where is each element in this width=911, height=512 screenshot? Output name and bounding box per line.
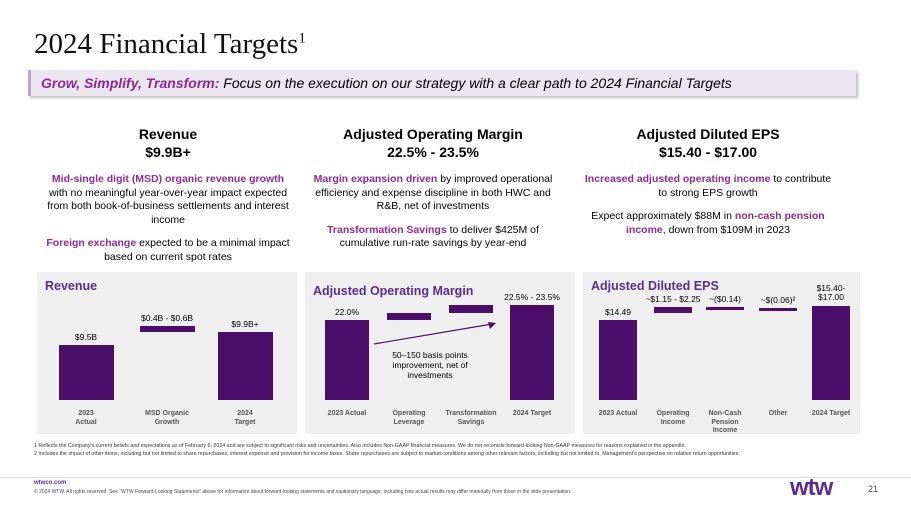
footer-site: wtwco.com	[34, 480, 67, 486]
logo: wtw	[790, 474, 833, 501]
paragraph: Mid-single digit (MSD) organic revenue g…	[43, 173, 293, 227]
bar	[217, 332, 273, 400]
text-segment: to contribute to strong EPS growth	[658, 173, 832, 199]
bar	[325, 320, 369, 400]
text-segment: Margin expansion driven	[313, 173, 438, 185]
bar-label: 22.0%	[334, 307, 360, 317]
text-segment: , down from $109M in 2023	[662, 223, 790, 236]
text-segment: Increased adjusted operating income	[584, 173, 771, 185]
category-label: 2024 Target	[512, 410, 552, 417]
category-label: Non-Cash Pension Income	[708, 410, 742, 434]
column-heading: Adjusted Diluted EPS $15.40 - $17.00	[583, 125, 833, 161]
bar-label: ~$(0.06)²	[760, 294, 796, 305]
text-segment: to deliver $425M of cumulative run-rate …	[339, 223, 539, 250]
paragraph: Margin expansion driven by improved oper…	[308, 173, 558, 214]
column-heading: Adjusted Operating Margin 22.5% - 23.5%	[308, 125, 558, 161]
column-heading: Revenue $9.9B+	[43, 125, 293, 161]
category-label: 2023 Actual	[327, 410, 367, 417]
text-segment: with no meaningful year-over-year impact…	[47, 186, 289, 226]
page-number: 21	[868, 484, 879, 494]
category-label: Operating Leverage	[392, 410, 426, 426]
title-sup: 1	[298, 30, 306, 47]
column: Adjusted Diluted EPS $15.40 - $17.00 Incre…	[583, 125, 833, 247]
bar	[387, 313, 431, 320]
annotation-arrow	[373, 322, 496, 345]
bar	[654, 307, 692, 314]
heading: Adjusted Operating Margin	[343, 126, 523, 142]
text-segment: Expect approximately $88M in	[591, 210, 735, 222]
bar	[599, 319, 637, 400]
heading-value: $9.9B+	[145, 144, 191, 160]
footnote: 2 Includes the impact of other items, in…	[34, 451, 740, 457]
text-segment: expected to be a minimal impact based on…	[104, 237, 290, 263]
bar	[759, 307, 797, 311]
text-segment: non-cash pension income	[625, 210, 825, 236]
category-label: 2024 Target	[234, 410, 256, 426]
category-label: Other	[768, 410, 788, 417]
category-label: 2024 Target	[811, 410, 851, 417]
bar-label: ~$1.15 - $2.25	[645, 294, 701, 304]
bar-label: $0.4B - $0.6B	[141, 312, 193, 323]
bar-label: ~($0.14)	[709, 294, 741, 304]
bar-label: $15.40- $17.00	[816, 282, 846, 302]
paragraph: Increased adjusted operating income to c…	[583, 173, 833, 200]
column: Revenue $9.9B+ Mid-single digit (MSD) orga…	[43, 125, 293, 274]
footnote: 1 Reflects the Company's current beliefs…	[34, 443, 686, 449]
chart-title: Adjusted Diluted EPS	[591, 279, 719, 293]
heading: Revenue	[138, 126, 198, 142]
chart-title: Adjusted Operating Margin	[313, 284, 474, 298]
bar	[706, 307, 744, 310]
bar	[510, 305, 554, 400]
bar-label: $9.5B	[74, 332, 98, 343]
banner-lead: Grow, Simplify, Transform:	[41, 75, 220, 91]
text-segment: by improved operational efficiency and e…	[315, 173, 553, 212]
banner: Grow, Simplify, Transform: Focus on the …	[28, 70, 856, 96]
text-segment: Foreign exchange	[46, 237, 137, 249]
bar	[449, 305, 493, 313]
bar	[812, 305, 850, 400]
paragraph: Foreign exchange expected to be a minima…	[43, 237, 293, 264]
column: Adjusted Operating Margin 22.5% - 23.5% Ma…	[308, 125, 558, 261]
text-segment: Mid-single digit (MSD) organic revenue g…	[51, 173, 285, 185]
chart-title: Revenue	[45, 279, 98, 293]
bar-label: $9.9B+	[231, 319, 259, 330]
annotation: 50–150 basis points improvement, net of …	[392, 350, 468, 380]
banner-text: Focus on the execution on our strategy w…	[219, 75, 732, 91]
bar	[139, 325, 195, 333]
bar-label: 22.5% - 23.5%	[504, 292, 560, 302]
category-label: Transformation Savings	[445, 410, 497, 426]
text-segment: Transformation Savings	[327, 223, 447, 236]
title-text: 2024 Financial Targets	[34, 28, 299, 60]
paragraph: Transformation Savings to deliver $425M …	[308, 224, 558, 251]
bar-label: $14.49	[605, 306, 631, 317]
heading-value: $15.40 - $17.00	[658, 144, 758, 160]
category-label: 2023 Actual	[598, 410, 638, 417]
category-label: 2023 Actual	[75, 410, 97, 426]
heading: Adjusted Diluted EPS	[636, 126, 780, 142]
paragraph: Expect approximately $88M in non-cash pe…	[583, 210, 833, 237]
footer-rule	[0, 477, 911, 478]
category-label: MSD Organic Growth	[145, 410, 189, 426]
bar	[58, 345, 114, 400]
category-label: Operating Income	[656, 410, 690, 426]
copyright: © 2024 WTW. All rights reserved. See "WT…	[34, 489, 572, 495]
heading-value: 22.5% - 23.5%	[387, 144, 479, 160]
title: 2024 Financial Targets1	[34, 28, 306, 61]
